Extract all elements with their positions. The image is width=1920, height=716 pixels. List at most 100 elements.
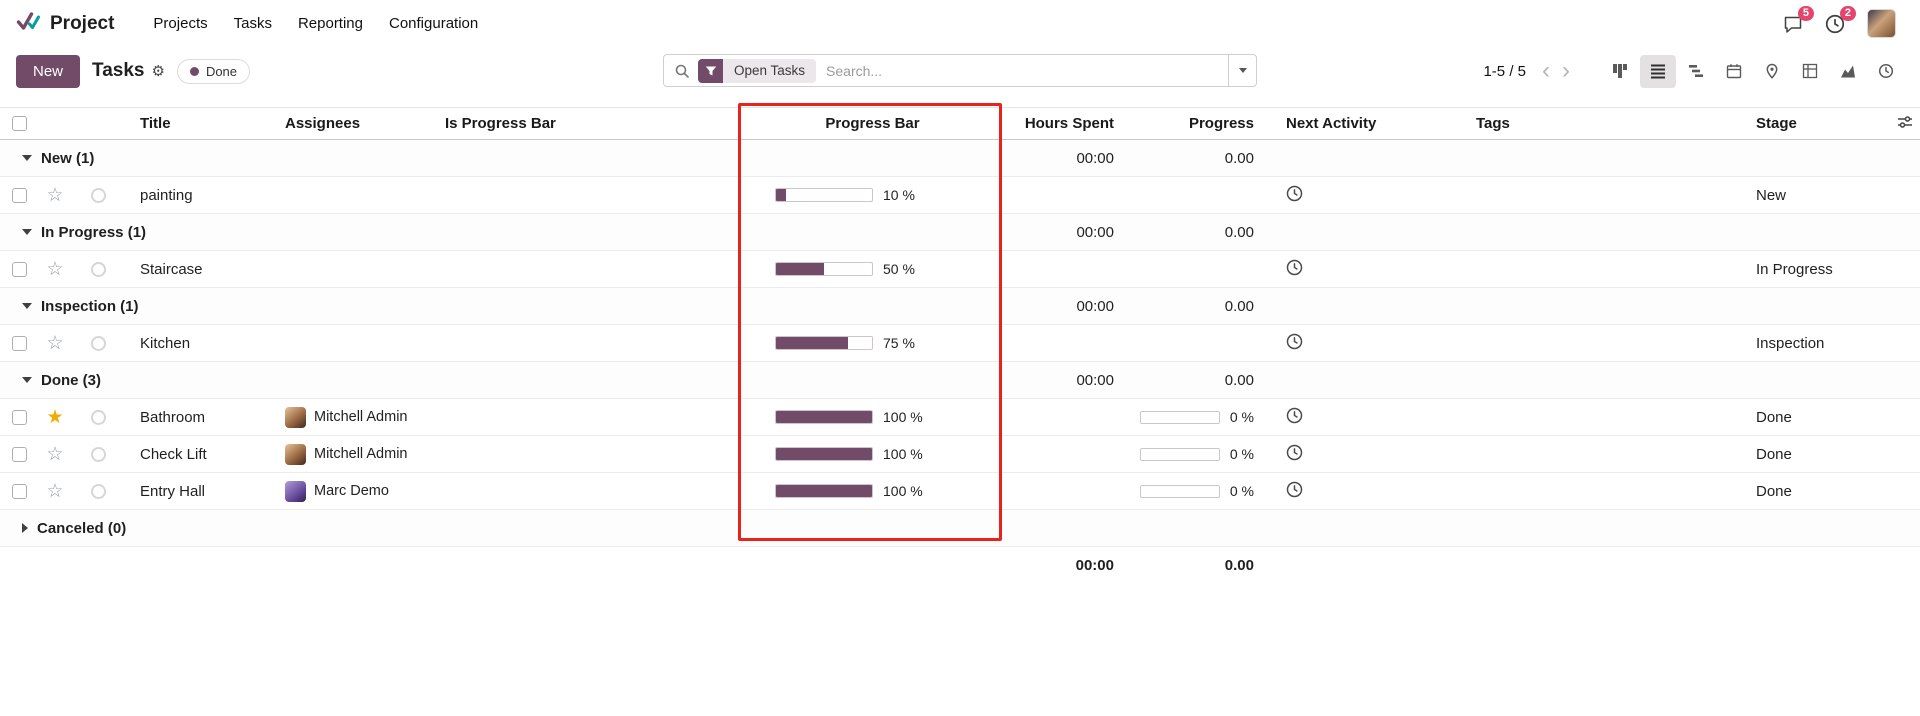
kanban-state-icon[interactable] — [90, 187, 106, 203]
pager-next-button[interactable]: › — [1562, 57, 1570, 84]
project-filter-chip[interactable]: Done — [176, 58, 251, 84]
progress-cell[interactable]: 0 % — [1130, 483, 1270, 499]
row-checkbox[interactable] — [11, 335, 27, 351]
view-activity-icon[interactable] — [1868, 55, 1904, 88]
view-pivot-icon[interactable] — [1792, 55, 1828, 88]
group-row-in-progress[interactable]: In Progress (1) 00:00 0.00 — [0, 214, 1920, 251]
gear-icon[interactable]: ⚙ — [151, 63, 165, 80]
column-header-hours-spent[interactable]: Hours Spent — [1024, 115, 1114, 132]
app-brand[interactable]: Project — [16, 10, 114, 38]
row-checkbox[interactable] — [11, 409, 27, 425]
progress-cell[interactable]: 0 % — [1130, 446, 1270, 462]
view-kanban-icon[interactable] — [1602, 55, 1638, 88]
progress-bar-cell[interactable]: 50 % — [745, 261, 1000, 277]
filter-facet[interactable]: Open Tasks — [698, 58, 817, 83]
progress-bar[interactable] — [775, 336, 873, 350]
group-row-inspection[interactable]: Inspection (1) 00:00 0.00 — [0, 288, 1920, 325]
task-title[interactable]: Staircase — [140, 260, 203, 278]
column-header-is-progress-bar[interactable]: Is Progress Bar — [445, 115, 556, 132]
activities-icon[interactable]: 2 — [1825, 5, 1856, 34]
messages-icon[interactable]: 5 — [1783, 5, 1814, 34]
new-button[interactable]: New — [16, 54, 81, 88]
group-row-done[interactable]: Done (3) 00:00 0.00 — [0, 362, 1920, 399]
kanban-state-icon[interactable] — [90, 483, 106, 499]
adjust-columns-icon[interactable] — [1897, 114, 1913, 134]
favorite-star-icon[interactable] — [46, 408, 63, 427]
row-checkbox[interactable] — [11, 261, 27, 277]
progress-bar[interactable] — [775, 447, 873, 461]
progress-bar-cell[interactable]: 100 % — [745, 446, 1000, 462]
menu-reporting[interactable]: Reporting — [297, 15, 363, 32]
column-header-tags[interactable]: Tags — [1476, 115, 1510, 132]
assignees-cell[interactable]: Mitchell Admin — [269, 443, 429, 465]
favorite-star-icon[interactable] — [46, 482, 63, 501]
column-header-title[interactable]: Title — [140, 115, 171, 132]
stage-cell[interactable]: Inspection — [1756, 334, 1825, 352]
assignee-name[interactable]: Marc Demo — [314, 483, 389, 499]
kanban-state-icon[interactable] — [90, 335, 106, 351]
assignee-name[interactable]: Mitchell Admin — [314, 409, 408, 425]
stage-cell[interactable]: Done — [1756, 445, 1792, 463]
view-map-icon[interactable] — [1754, 55, 1790, 88]
column-header-stage[interactable]: Stage — [1756, 115, 1797, 132]
view-calendar-icon[interactable] — [1716, 55, 1752, 88]
stage-cell[interactable]: In Progress — [1756, 260, 1833, 278]
view-gantt-icon[interactable] — [1678, 55, 1714, 88]
row-checkbox[interactable] — [11, 483, 27, 499]
menu-projects[interactable]: Projects — [153, 15, 208, 32]
user-avatar[interactable] — [1867, 9, 1896, 38]
kanban-state-icon[interactable] — [90, 446, 106, 462]
task-title[interactable]: Entry Hall — [140, 482, 206, 500]
progress-bar[interactable] — [775, 484, 873, 498]
pager-previous-button[interactable]: ‹ — [1542, 57, 1550, 84]
favorite-star-icon[interactable] — [46, 445, 63, 464]
column-header-progress[interactable]: Progress — [1188, 115, 1254, 132]
next-activity-clock-icon[interactable] — [1286, 333, 1303, 350]
view-list-icon[interactable] — [1640, 54, 1676, 88]
next-activity-clock-icon[interactable] — [1286, 185, 1303, 202]
row-checkbox[interactable] — [11, 446, 27, 462]
progress-bar-cell[interactable]: 75 % — [745, 335, 1000, 351]
group-row-canceled[interactable]: Canceled (0) — [0, 510, 1920, 547]
progress-bar-cell[interactable]: 100 % — [745, 409, 1000, 425]
column-header-assignees[interactable]: Assignees — [285, 115, 361, 132]
next-activity-clock-icon[interactable] — [1286, 444, 1303, 461]
search-input[interactable] — [816, 62, 1228, 79]
view-graph-icon[interactable] — [1830, 55, 1866, 88]
assignees-cell[interactable]: Marc Demo — [269, 480, 429, 502]
progress-bar[interactable] — [775, 410, 873, 424]
column-header-progress-bar[interactable]: Progress Bar — [825, 115, 920, 132]
progress-bar[interactable] — [775, 188, 873, 202]
column-header-next-activity[interactable]: Next Activity — [1286, 115, 1377, 132]
assignees-cell[interactable]: Mitchell Admin — [269, 406, 429, 428]
stage-cell[interactable]: Done — [1756, 482, 1792, 500]
favorite-star-icon[interactable] — [46, 260, 63, 279]
menu-configuration[interactable]: Configuration — [389, 15, 479, 32]
kanban-state-icon[interactable] — [90, 409, 106, 425]
select-all-checkbox[interactable] — [11, 116, 27, 131]
task-title[interactable]: Kitchen — [140, 334, 191, 352]
task-title[interactable]: Bathroom — [140, 408, 206, 426]
progress-cell[interactable]: 0 % — [1130, 409, 1270, 425]
row-checkbox[interactable] — [11, 187, 27, 203]
progress-field-bar[interactable] — [1139, 484, 1220, 498]
progress-bar-cell[interactable]: 10 % — [745, 187, 1000, 203]
menu-tasks[interactable]: Tasks — [233, 15, 272, 32]
task-title[interactable]: Check Lift — [140, 445, 207, 463]
next-activity-clock-icon[interactable] — [1286, 259, 1303, 276]
search-dropdown-toggle[interactable] — [1228, 55, 1256, 86]
progress-bar[interactable] — [775, 262, 873, 276]
progress-field-bar[interactable] — [1139, 447, 1220, 461]
progress-bar-cell[interactable]: 100 % — [745, 483, 1000, 499]
task-title[interactable]: painting — [140, 186, 193, 204]
next-activity-clock-icon[interactable] — [1286, 481, 1303, 498]
favorite-star-icon[interactable] — [46, 334, 63, 353]
favorite-star-icon[interactable] — [46, 186, 63, 205]
stage-cell[interactable]: Done — [1756, 408, 1792, 426]
assignee-name[interactable]: Mitchell Admin — [314, 446, 408, 462]
kanban-state-icon[interactable] — [90, 261, 106, 277]
next-activity-clock-icon[interactable] — [1286, 407, 1303, 424]
stage-cell[interactable]: New — [1756, 186, 1787, 204]
progress-field-bar[interactable] — [1139, 410, 1220, 424]
group-row-new[interactable]: New (1) 00:00 0.00 — [0, 140, 1920, 177]
